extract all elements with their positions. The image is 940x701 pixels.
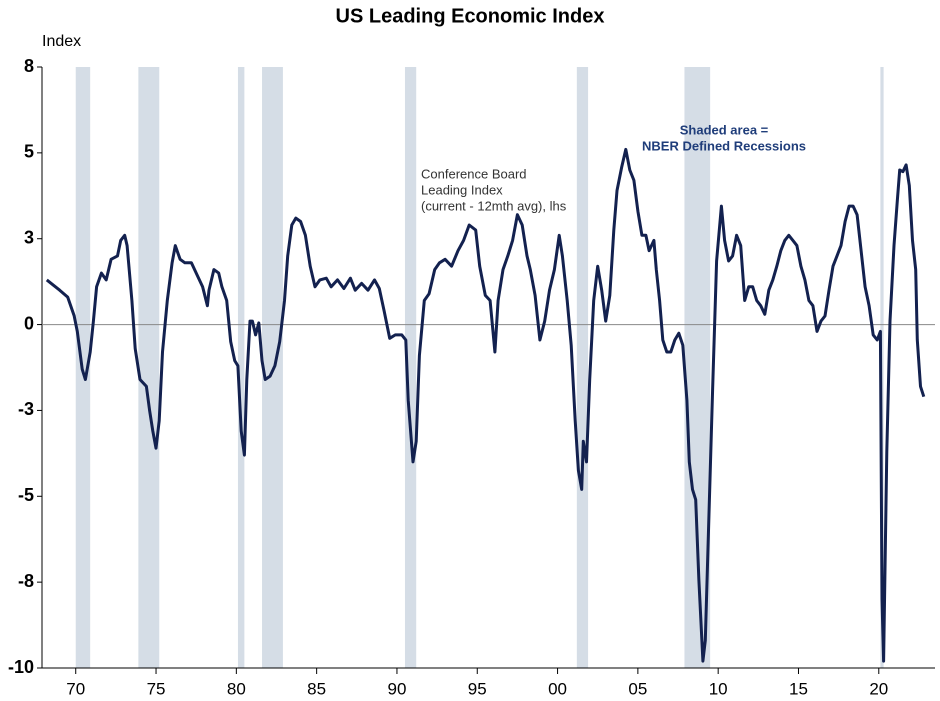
y-tick-label: -8 <box>18 571 34 591</box>
shading-note: Shaded area = NBER Defined Recessions <box>642 122 806 153</box>
recession-band <box>138 67 160 668</box>
y-tick-label: 8 <box>24 56 34 76</box>
x-tick-label: 70 <box>66 679 85 698</box>
y-tick-label: -3 <box>18 399 34 419</box>
series-line <box>45 147 926 663</box>
x-tick-label: 10 <box>709 679 728 698</box>
y-tick-label: 0 <box>24 313 34 333</box>
x-tick-label: 85 <box>307 679 326 698</box>
annotation: Conference Board <box>421 166 527 181</box>
y-tick-label: 3 <box>24 227 34 247</box>
y-tick-label: -10 <box>8 657 34 677</box>
series-note: Conference Board Leading Index (current … <box>421 166 567 213</box>
line-layer <box>45 147 926 663</box>
recession-band <box>404 67 417 668</box>
y-tick-label: -5 <box>18 485 34 505</box>
annotation: (current - 12mth avg), lhs <box>421 198 567 213</box>
x-tick-label: 90 <box>387 679 406 698</box>
x-tick-label: 80 <box>227 679 246 698</box>
y-axis-label: Index <box>42 33 81 50</box>
annotation: Leading Index <box>421 182 503 197</box>
x-tick-label: 75 <box>147 679 166 698</box>
recession-layer <box>75 67 884 668</box>
recession-band <box>237 67 245 668</box>
recession-band <box>576 67 589 668</box>
y-tick-label: 5 <box>24 142 34 162</box>
annotation: Shaded area = <box>680 122 769 137</box>
x-tick-label: 05 <box>628 679 647 698</box>
chart-title: US Leading Economic Index <box>336 5 605 27</box>
x-tick-label: 15 <box>789 679 808 698</box>
x-tick-label: 95 <box>468 679 487 698</box>
x-tick-label: 00 <box>548 679 567 698</box>
annotation: NBER Defined Recessions <box>642 138 806 153</box>
x-tick-label: 20 <box>869 679 888 698</box>
